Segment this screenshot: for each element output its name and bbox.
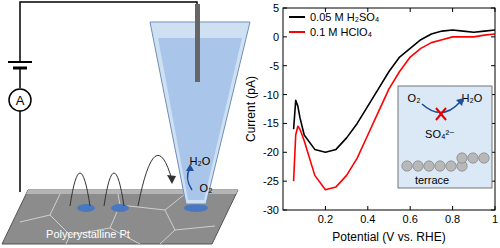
droplet-spot: [184, 204, 208, 212]
inset-cross: [436, 108, 446, 120]
x-tick: [325, 206, 326, 210]
x-tick-label: 0.2: [318, 213, 333, 225]
y-tick: [491, 65, 495, 66]
wire: [19, 68, 21, 88]
wire: [20, 2, 197, 62]
ammeter: [9, 89, 31, 111]
hop-path: [104, 173, 124, 206]
legend-swatch: [289, 16, 305, 18]
atom: [402, 161, 412, 171]
y-tick-label: -25: [263, 175, 279, 187]
atom: [446, 161, 456, 171]
droplet-spot: [111, 204, 129, 212]
y-tick-label: -10: [263, 89, 279, 101]
atom: [424, 161, 434, 171]
y-tick-label: -30: [263, 204, 279, 216]
grain-boundary: [175, 226, 215, 230]
atom: [468, 153, 478, 163]
atom: [457, 153, 467, 163]
inset-terrace-label: terrace: [415, 174, 449, 186]
y-tick-label: 0: [273, 31, 279, 43]
x-tick: [367, 206, 368, 210]
hop-path: [70, 173, 90, 206]
droplet-spot: [77, 204, 95, 212]
y-tick: [491, 36, 495, 37]
schematic: A H₂O O₂ Polycrystalline Pt: [2, 2, 250, 244]
x-tick: [410, 8, 411, 12]
ammeter-label: A: [16, 93, 25, 108]
inset-arrow: [422, 102, 460, 113]
atom: [479, 153, 489, 163]
atom: [435, 161, 445, 171]
inset-box: [398, 86, 492, 188]
x-tick-label: 0.8: [445, 213, 460, 225]
y-tick: [283, 36, 287, 37]
y-tick-label: -5: [269, 60, 279, 72]
inset-anion: SO₄²⁻: [425, 128, 455, 140]
wire: [19, 111, 21, 192]
y-tick: [283, 181, 287, 182]
y-tick: [283, 123, 287, 124]
grain-boundary: [120, 194, 185, 210]
legend-label: 0.1 M HClO₄: [310, 26, 372, 38]
plot-frame: [283, 8, 495, 210]
y-tick: [283, 94, 287, 95]
reaction-arrow: [187, 168, 192, 190]
y-tick-label: -20: [263, 146, 279, 158]
y-axis-label: Current (pA): [244, 76, 258, 142]
electrode: [195, 4, 200, 82]
inset-cross: [436, 108, 446, 120]
legend: 0.05 M H₂SO₄ 0.1 M HClO₄: [289, 11, 380, 38]
legend-swatch: [289, 31, 305, 33]
legend-label: 0.05 M H₂SO₄: [310, 11, 380, 23]
reaction-arrowhead: [186, 164, 194, 171]
inset: O₂ H₂O SO₄²⁻ terrace: [398, 86, 492, 188]
plot-lines: [294, 30, 495, 190]
y-tick: [283, 152, 287, 153]
y-tick-label: -15: [263, 117, 279, 129]
y-tick: [283, 65, 287, 66]
y-tick-label: 5: [273, 2, 279, 14]
x-tick-label: 1: [492, 213, 498, 225]
battery-plate: [8, 61, 32, 63]
inset-product: H₂O: [462, 92, 483, 104]
x-tick: [410, 206, 411, 210]
grain-boundary: [160, 210, 175, 244]
x-tick-label: 0.6: [403, 213, 418, 225]
hop-arrowhead: [167, 175, 176, 184]
product-label: H₂O: [190, 155, 211, 167]
inset-arrowhead: [456, 98, 464, 106]
reactant-label: O₂: [200, 182, 213, 194]
x-tick: [452, 8, 453, 12]
chart: -30 -25 -20 -15 -10 -5 0 5 0.2 0.4 0.6 0.8 1 Potentia…: [244, 2, 498, 244]
substrate-label: Polycrystalline Pt: [46, 228, 130, 240]
x-tick-label: 0.4: [360, 213, 375, 225]
x-axis-label: Potential (V vs. RHE): [332, 230, 445, 244]
hop-path: [138, 155, 172, 206]
figure: AH₂OO₂Polycrystalline Pt-30-25-20-15-10-…: [0, 0, 500, 248]
series-line: [294, 34, 495, 190]
atom: [413, 161, 423, 171]
inset-reactant: O₂: [408, 92, 421, 104]
grain-boundary: [20, 215, 50, 222]
x-tick: [452, 206, 453, 210]
